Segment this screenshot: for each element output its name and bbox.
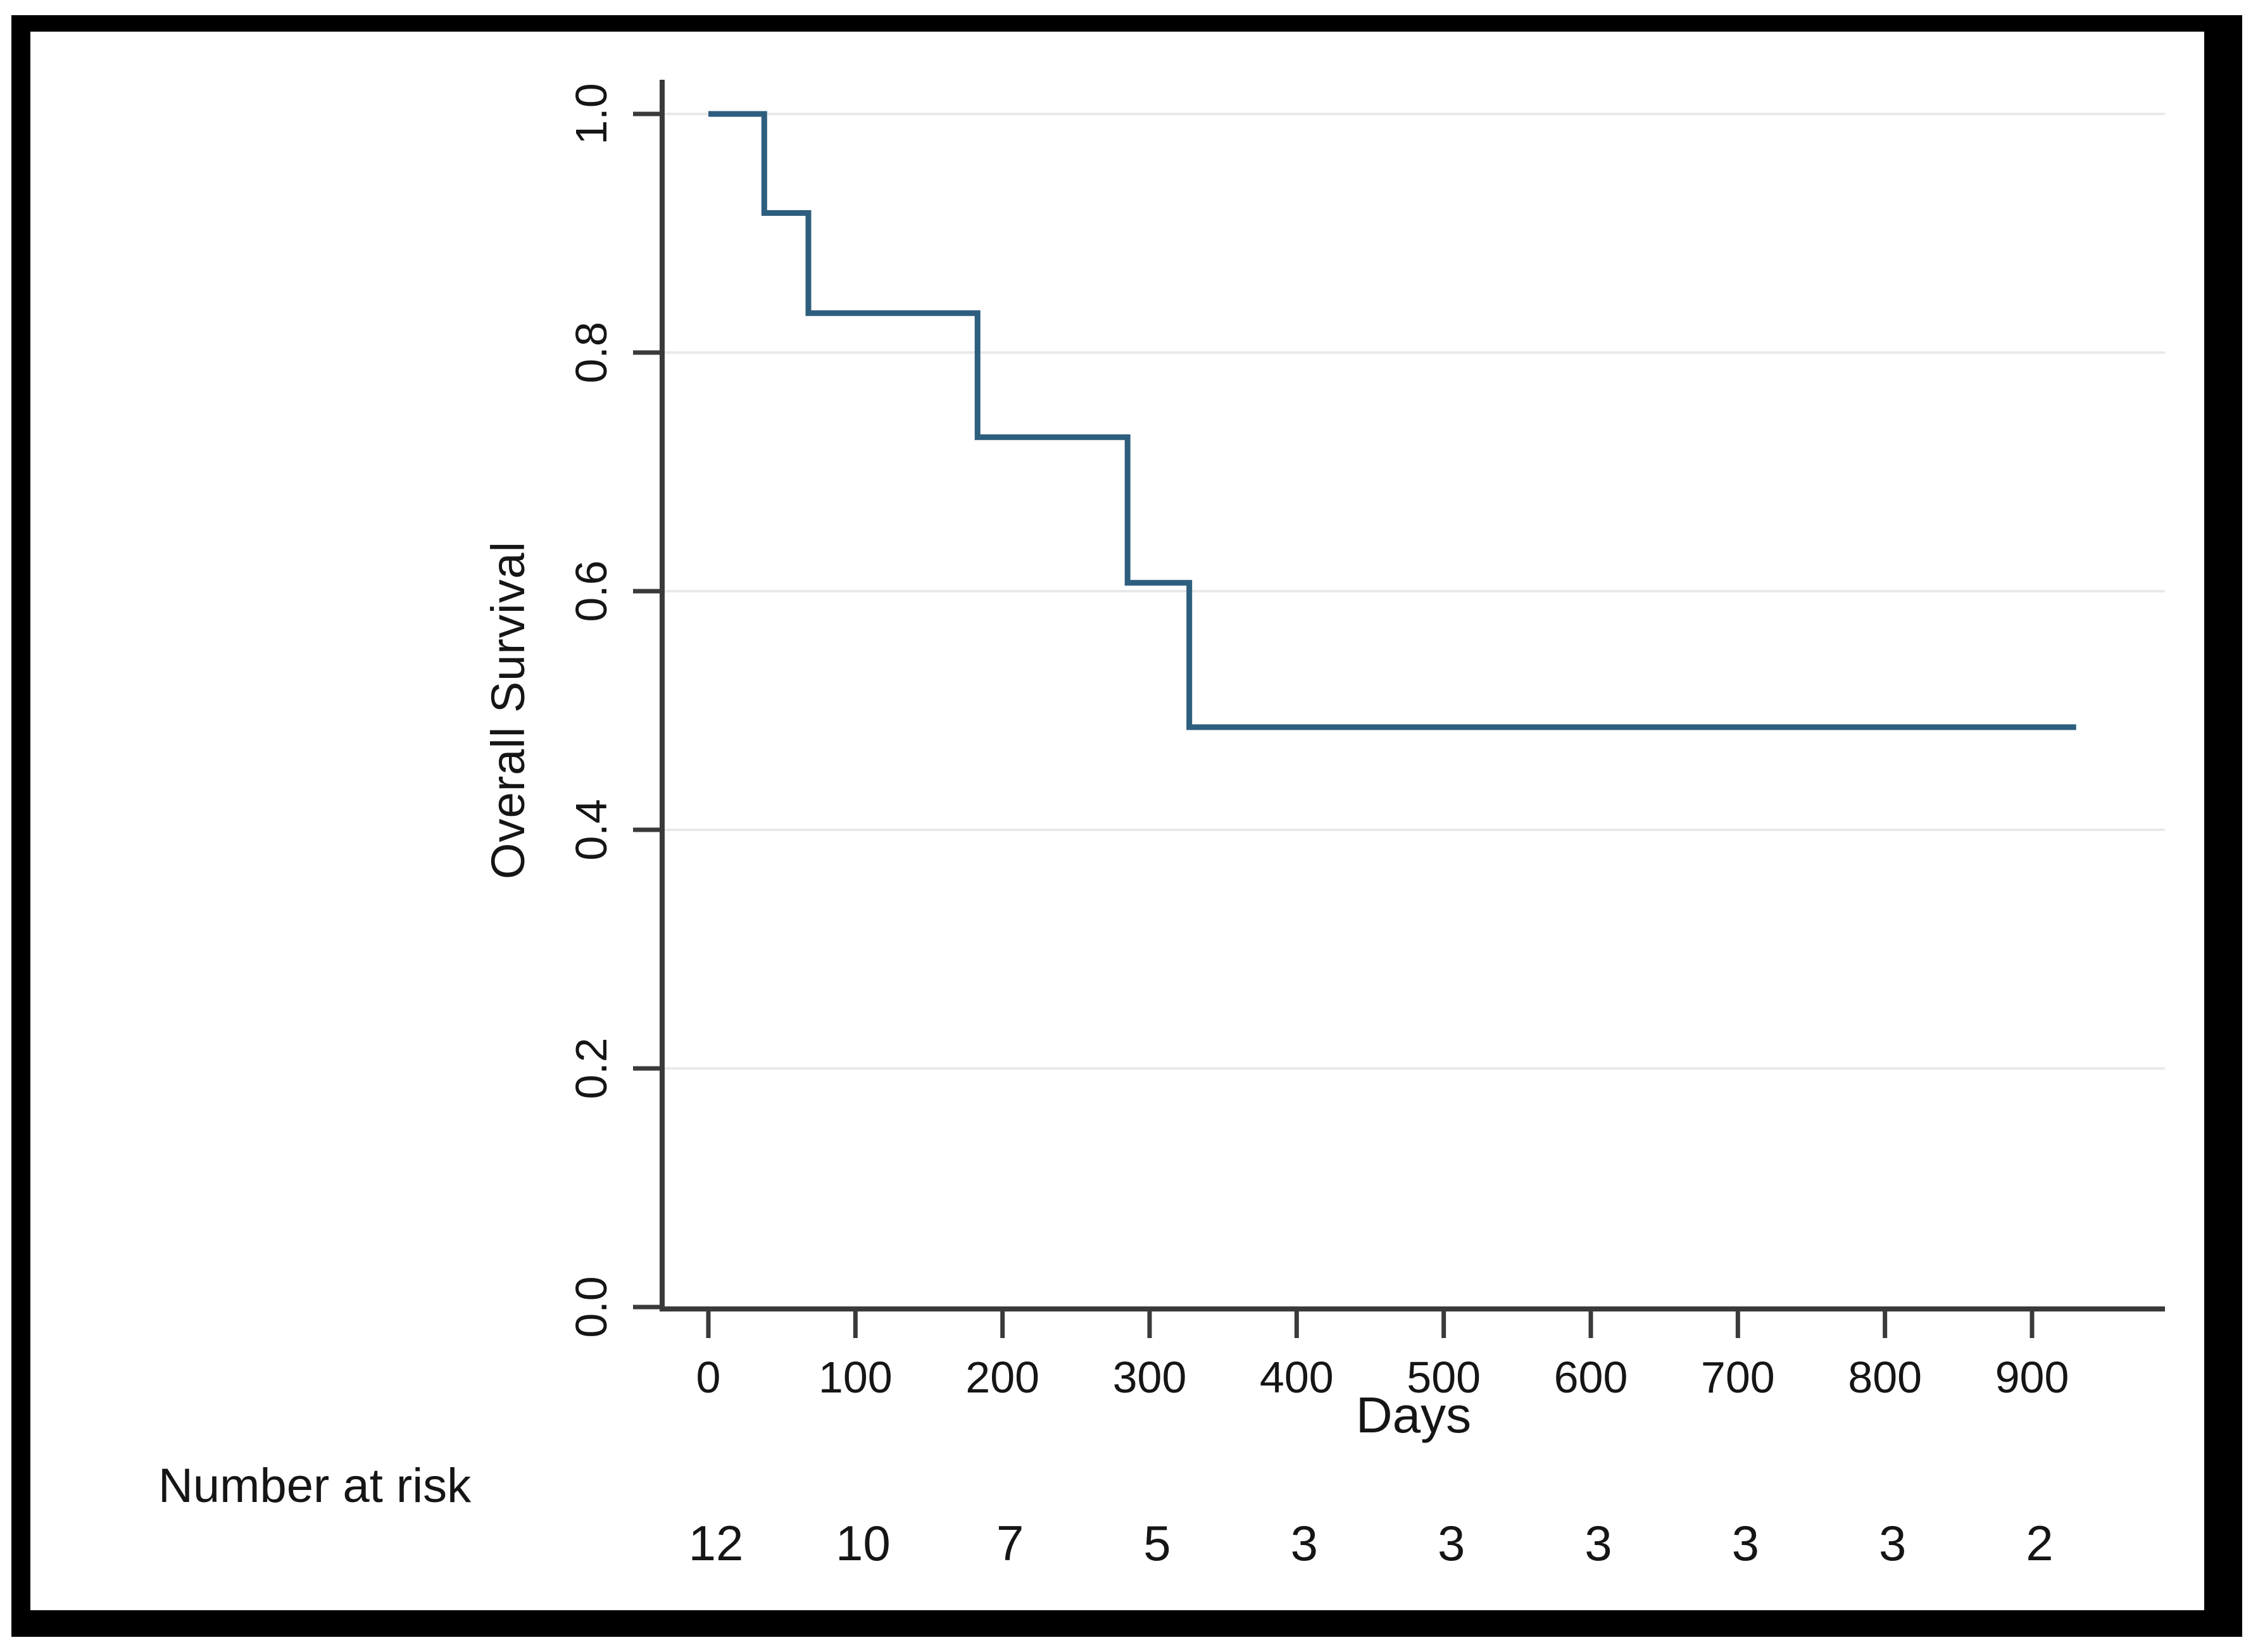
risk-count-day-600: 3 bbox=[1584, 1515, 1612, 1571]
risk-count-day-900: 2 bbox=[2026, 1515, 2054, 1571]
number-at-risk-header: Number at risk bbox=[158, 1459, 472, 1513]
risk-count-day-0: 12 bbox=[688, 1515, 744, 1571]
y-tick-label-0.8: 0.8 bbox=[567, 322, 616, 384]
risk-count-day-400: 3 bbox=[1290, 1515, 1319, 1571]
x-tick-label-500: 500 bbox=[1407, 1353, 1481, 1402]
x-tick-label-100: 100 bbox=[818, 1353, 893, 1402]
risk-count-day-800: 3 bbox=[1878, 1515, 1907, 1571]
y-axis-title: Overall Survival bbox=[482, 541, 534, 880]
x-tick-label-900: 900 bbox=[1995, 1353, 2069, 1402]
axes bbox=[660, 80, 2165, 1311]
x-tick-label-800: 800 bbox=[1848, 1353, 1923, 1402]
x-tick-label-600: 600 bbox=[1553, 1353, 1628, 1402]
risk-count-day-300: 5 bbox=[1143, 1515, 1171, 1571]
y-tick-label-0.6: 0.6 bbox=[567, 560, 616, 622]
x-tick-label-700: 700 bbox=[1700, 1353, 1775, 1402]
x-axis-title: Days bbox=[1355, 1387, 1472, 1443]
risk-count-day-200: 7 bbox=[996, 1515, 1024, 1571]
x-tick-label-0: 0 bbox=[696, 1353, 721, 1402]
risk-count-day-700: 3 bbox=[1731, 1515, 1760, 1571]
y-tick-label-0.2: 0.2 bbox=[567, 1037, 616, 1099]
risk-count-day-500: 3 bbox=[1437, 1515, 1465, 1571]
gridlines bbox=[662, 113, 2165, 1070]
y-tick-label-1.0: 1.0 bbox=[567, 83, 616, 145]
x-tick-label-300: 300 bbox=[1112, 1353, 1187, 1402]
x-tick-label-400: 400 bbox=[1259, 1353, 1334, 1402]
survival-step-curve bbox=[708, 111, 2076, 730]
y-tick-label-0.0: 0.0 bbox=[567, 1276, 616, 1338]
y-tick-label-0.4: 0.4 bbox=[567, 799, 616, 861]
x-tick-label-200: 200 bbox=[965, 1353, 1040, 1402]
km-curve bbox=[708, 111, 2076, 730]
tick-marks bbox=[633, 111, 2035, 1338]
risk-count-day-100: 10 bbox=[835, 1515, 891, 1571]
